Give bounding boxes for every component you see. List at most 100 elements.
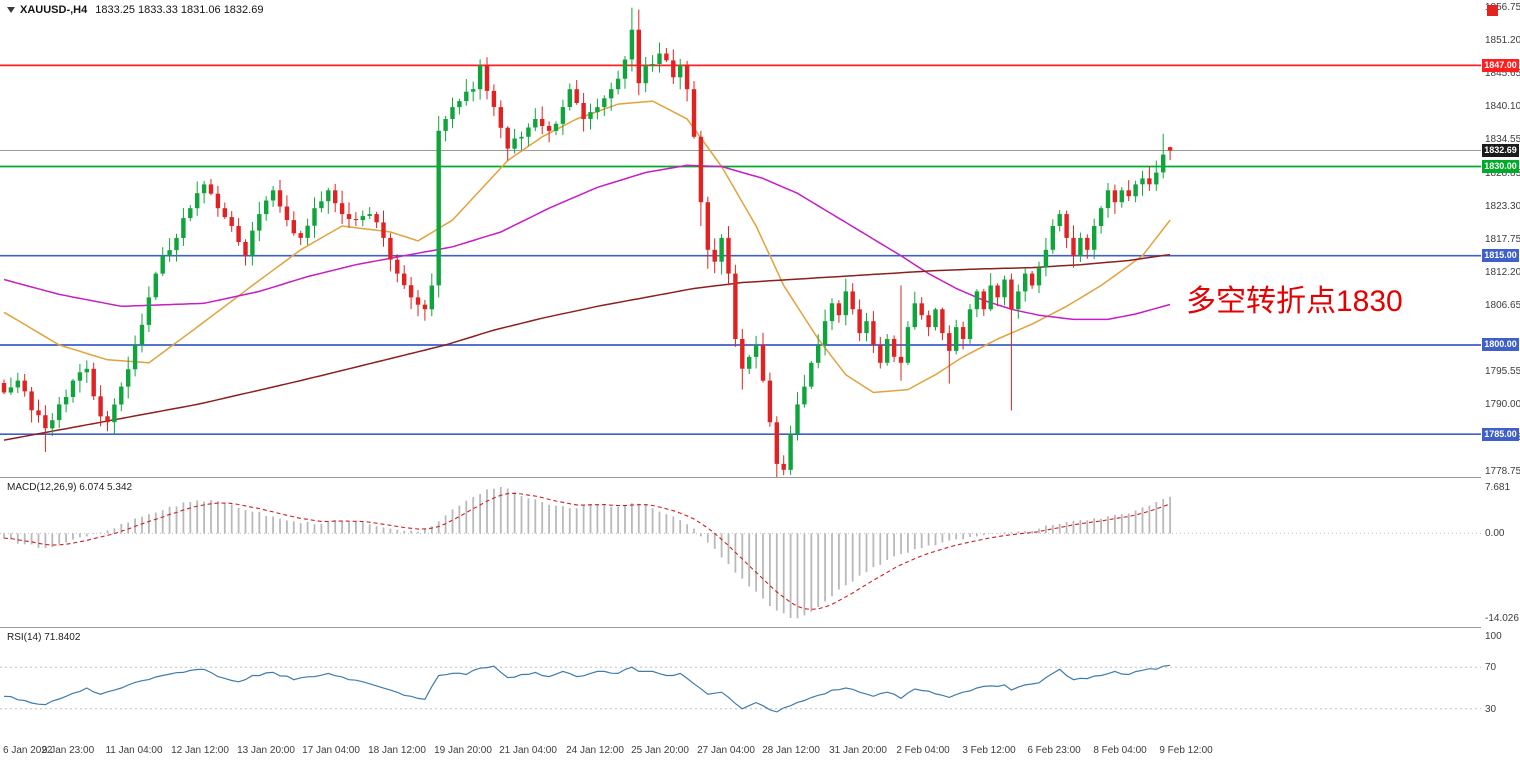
rsi-axis-label: 100 xyxy=(1485,631,1502,642)
candle-body xyxy=(257,214,262,231)
candle-body xyxy=(891,339,897,357)
candle-body xyxy=(291,220,296,234)
candle-body xyxy=(484,65,490,91)
candle-down xyxy=(374,211,379,229)
candle-body xyxy=(1057,214,1062,226)
macd-histogram-bar xyxy=(10,533,12,540)
candle-up xyxy=(822,309,828,356)
candle-down xyxy=(1029,271,1035,289)
candle-down xyxy=(926,310,931,337)
candle-down xyxy=(698,130,704,226)
macd-histogram-bar xyxy=(389,528,392,534)
macd-histogram-bar xyxy=(575,508,578,534)
rsi-panel-separator[interactable] xyxy=(0,627,1520,628)
candle-body xyxy=(167,250,172,256)
macd-histogram-bar xyxy=(596,504,599,534)
price-axis[interactable]: 1856.75 1851.20 1845.65 1840.10 1834.55 1828.… xyxy=(1481,0,1520,740)
macd-histogram-bar xyxy=(637,503,640,534)
candle-down xyxy=(422,300,428,321)
macd-panel-canvas[interactable] xyxy=(0,478,1520,627)
macd-histogram-bar xyxy=(541,502,544,534)
macd-histogram-bar xyxy=(548,504,550,534)
candle-body xyxy=(464,91,469,102)
candle-body xyxy=(15,380,20,388)
candle-body xyxy=(188,208,193,219)
candle-body xyxy=(22,380,27,392)
candle-body xyxy=(395,259,400,274)
candle-body xyxy=(822,321,828,345)
rsi-axis-label: 70 xyxy=(1485,662,1497,674)
candle-body xyxy=(843,291,848,316)
macd-histogram-bar xyxy=(858,533,861,576)
candle-body xyxy=(988,285,993,310)
candle-down xyxy=(1071,225,1076,268)
candle-body xyxy=(898,356,904,363)
candle-up xyxy=(188,204,193,222)
candle-up xyxy=(1043,237,1049,277)
candle-body xyxy=(954,327,959,351)
candle-down xyxy=(581,92,586,132)
candle-body xyxy=(1064,214,1069,238)
macd-histogram-bar xyxy=(417,531,419,534)
candle-body xyxy=(995,285,1000,298)
candle-up xyxy=(512,128,517,154)
macd-histogram-bar xyxy=(51,533,54,548)
candle-body xyxy=(367,214,372,216)
candle-up xyxy=(77,364,83,393)
candle-body xyxy=(333,190,338,204)
macd-histogram-bar xyxy=(610,506,613,534)
macd-histogram-bar xyxy=(58,533,61,544)
macd-histogram-bar xyxy=(175,506,178,534)
macd-histogram-bar xyxy=(1169,496,1171,534)
candle-up xyxy=(132,335,138,377)
candle-up xyxy=(553,121,559,136)
candle-body xyxy=(560,107,566,124)
candle-up xyxy=(471,81,476,102)
ma-mid-line xyxy=(3,164,1171,321)
candle-down xyxy=(22,374,27,397)
macd-histogram-bar xyxy=(189,502,192,534)
candle-body xyxy=(132,345,138,370)
candle-body xyxy=(236,226,241,242)
time-axis[interactable]: 6 Jan 2022 9 Jan 23:00 11 Jan 04:00 12 Jan … xyxy=(0,740,1520,762)
macd-histogram-bar xyxy=(976,533,978,537)
candle-body xyxy=(160,255,165,274)
macd-histogram-bar xyxy=(368,524,371,534)
candle-body xyxy=(1043,249,1049,268)
candle-body xyxy=(112,404,117,423)
candle-up xyxy=(464,79,469,106)
candle-body xyxy=(70,380,76,397)
price-chart-canvas[interactable] xyxy=(0,0,1520,477)
candle-body xyxy=(284,206,290,220)
macd-panel-separator[interactable] xyxy=(0,477,1520,478)
macd-histogram-bar xyxy=(272,516,274,534)
candle-body xyxy=(795,404,800,435)
macd-histogram-bar xyxy=(79,533,81,538)
rsi-panel-canvas[interactable] xyxy=(0,628,1520,740)
candle-body xyxy=(836,303,842,316)
candle-down xyxy=(1112,184,1118,214)
chart-symbol-timeframe: XAUUSD-,H4 xyxy=(20,4,88,16)
candle-body xyxy=(1126,190,1131,197)
price-tag-1785.00: 1785.00 xyxy=(1482,427,1519,441)
candle-body xyxy=(1009,279,1014,310)
candle-body xyxy=(422,304,428,310)
macd-histogram-bar xyxy=(334,520,337,534)
candle-body xyxy=(43,415,48,429)
candle-down xyxy=(236,218,241,246)
macd-histogram-bar xyxy=(292,521,295,534)
candle-body xyxy=(8,387,14,393)
candle-body xyxy=(526,127,531,137)
macd-axis-label: 0.00 xyxy=(1485,528,1505,540)
candle-body xyxy=(712,249,717,262)
candle-body xyxy=(850,291,855,310)
macd-histogram-bar xyxy=(251,511,254,534)
macd-histogram-bar xyxy=(755,533,757,592)
candle-up xyxy=(367,207,372,219)
price-axis-label: 1823.30 xyxy=(1485,201,1520,213)
candle-body xyxy=(664,53,669,61)
macd-histogram-bar xyxy=(617,506,619,534)
macd-histogram-bar xyxy=(106,530,109,534)
macd-histogram-bar xyxy=(1141,507,1144,534)
candle-body xyxy=(408,285,414,298)
